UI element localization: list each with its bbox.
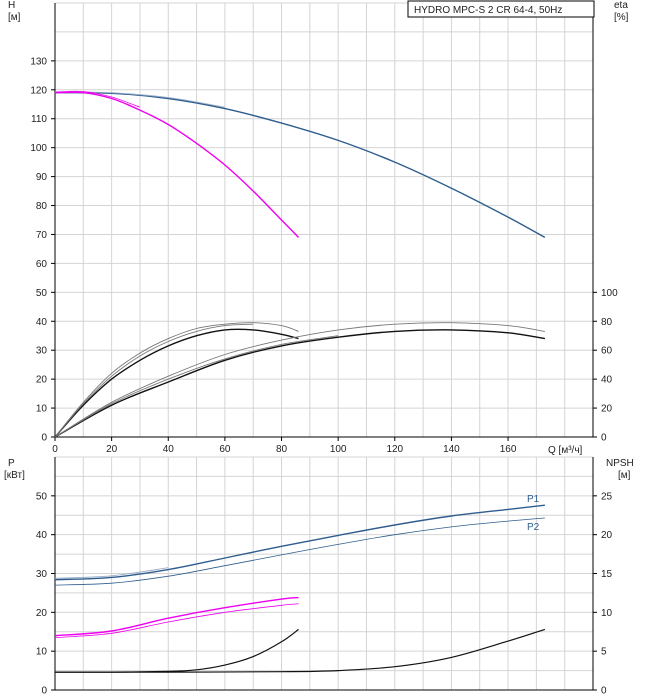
x-tick-80: 80: [276, 444, 288, 455]
chart-title: HYDRO MPC-S 2 CR 64-4, 50Hz: [414, 5, 562, 16]
top-series-line-0: [54, 91, 546, 239]
bottom-chart-grid: [54, 456, 594, 691]
top-series-line-2: [54, 91, 300, 238]
top-tick-left-60: 60: [36, 259, 48, 270]
bottom-tick-right-5: 5: [601, 647, 607, 658]
bottom-tick-right-15: 15: [601, 569, 613, 580]
top-tick-left-80: 80: [36, 201, 48, 212]
top-tick-right-80: 80: [601, 317, 613, 328]
bottom-tick-left-50: 50: [36, 491, 48, 502]
x-tick-40: 40: [163, 444, 175, 455]
bottom-right-axis-unit: [м]: [618, 470, 631, 481]
x-tick-0: 0: [52, 444, 58, 455]
top-tick-left-30: 30: [36, 346, 48, 357]
top-series-line-3: [54, 90, 141, 108]
top-tick-left-110: 110: [31, 114, 47, 125]
bottom-tick-right-0: 0: [601, 686, 607, 697]
bottom-tick-left-40: 40: [36, 530, 48, 541]
top-tick-right-0: 0: [601, 433, 607, 444]
top-chart-grid: [54, 2, 594, 438]
bottom-tick-right-10: 10: [601, 608, 613, 619]
top-tick-right-20: 20: [601, 404, 613, 415]
x-tick-160: 160: [500, 444, 517, 455]
top-chart-series: [54, 90, 546, 438]
top-right-axis-unit: [%]: [614, 12, 629, 23]
bottom-series-line-4: [54, 603, 299, 638]
bottom-left-axis-unit: [кВт]: [4, 470, 25, 481]
x-tick-20: 20: [106, 444, 118, 455]
title-box: [407, 0, 595, 18]
top-series-line-8: [54, 322, 545, 438]
top-tick-left-70: 70: [36, 230, 48, 241]
series-label-p1: P1: [527, 494, 540, 505]
top-tick-left-100: 100: [30, 143, 47, 154]
top-tick-right-100: 100: [601, 288, 618, 299]
bottom-series-line-2: [54, 517, 545, 586]
bottom-tick-left-0: 0: [41, 686, 47, 697]
top-tick-left-10: 10: [36, 404, 48, 415]
top-series-line-4: [54, 328, 299, 438]
x-axis-label: Q [м³/ч]: [548, 445, 583, 456]
bottom-right-axis-label: NPSH: [606, 458, 634, 469]
bottom-tick-left-30: 30: [36, 569, 48, 580]
top-tick-right-40: 40: [601, 375, 613, 386]
top-tick-left-50: 50: [36, 288, 48, 299]
top-series-line-7: [54, 329, 546, 438]
top-tick-right-60: 60: [601, 346, 613, 357]
top-tick-left-130: 130: [30, 56, 47, 67]
top-right-axis-label: eta: [614, 0, 628, 11]
top-tick-left-120: 120: [30, 85, 47, 96]
top-tick-left-20: 20: [36, 375, 48, 386]
top-series-line-6: [54, 323, 254, 438]
x-tick-100: 100: [330, 444, 347, 455]
bottom-left-axis-label: P: [8, 458, 15, 469]
x-tick-120: 120: [386, 444, 403, 455]
bottom-series-line-0: [54, 504, 545, 581]
bottom-tick-right-25: 25: [601, 491, 613, 502]
bottom-series-line-6: [54, 628, 546, 673]
top-series-line-5: [54, 322, 299, 438]
top-tick-left-90: 90: [36, 172, 48, 183]
tick-labels: 0102030405060708090100110120130020406080…: [30, 56, 618, 696]
top-left-axis-label: H: [8, 0, 15, 11]
bottom-tick-left-20: 20: [36, 608, 48, 619]
bottom-series-line-1: [54, 567, 169, 579]
series-label-p2: P2: [527, 522, 540, 533]
bottom-chart-series: [54, 504, 546, 673]
top-tick-left-0: 0: [41, 433, 47, 444]
bottom-tick-right-20: 20: [601, 530, 613, 541]
x-tick-140: 140: [443, 444, 460, 455]
top-tick-left-40: 40: [36, 317, 48, 328]
top-left-axis-unit: [м]: [8, 12, 21, 23]
top-series-line-9: [54, 335, 339, 438]
bottom-series-line-3: [54, 596, 299, 637]
bottom-tick-left-10: 10: [36, 647, 48, 658]
x-tick-60: 60: [219, 444, 231, 455]
